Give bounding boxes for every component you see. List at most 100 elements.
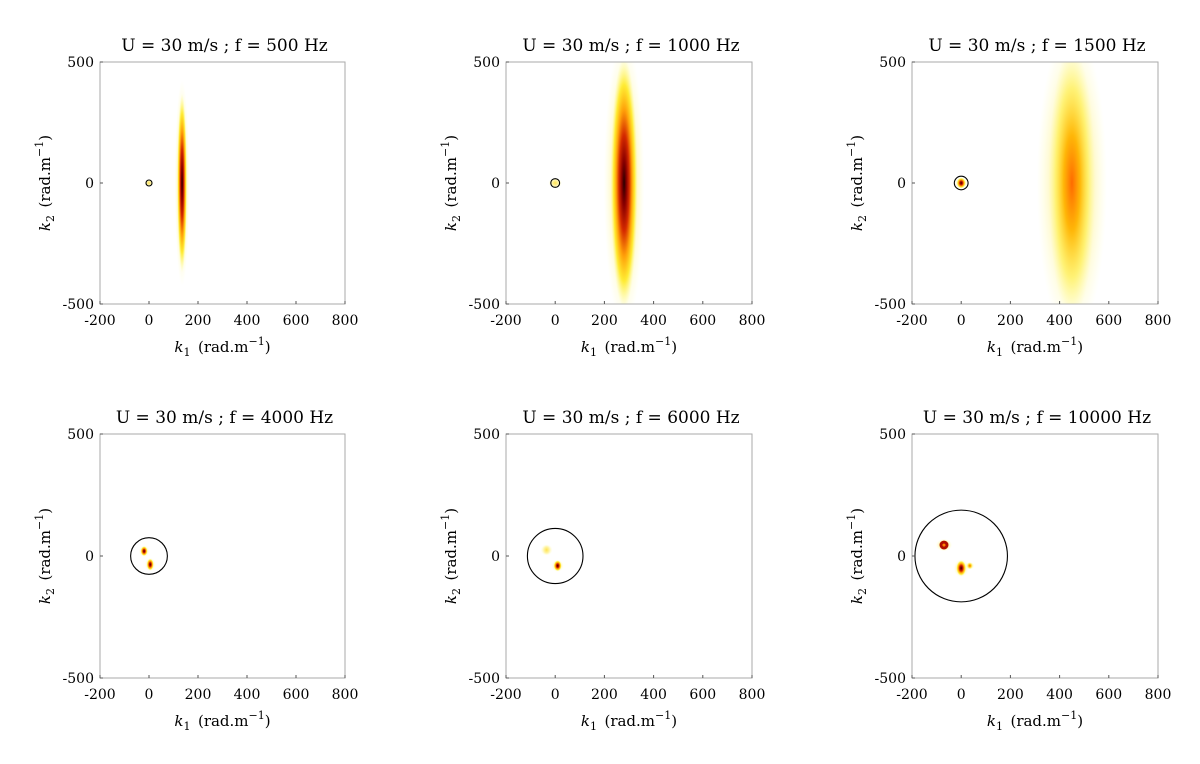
x-tick-label: 600	[283, 313, 310, 329]
x-tick-label: 600	[1095, 313, 1122, 329]
heatmap-layer	[954, 62, 1107, 304]
x-tick-label: -200	[896, 313, 927, 329]
panel-6: -200 0 200 400 600 800 -500 0 500 U = 30 m/s ; f …	[845, 408, 1171, 733]
y-axis-label: k2 (rad.m−1)	[33, 135, 57, 231]
heat-blob	[542, 545, 551, 555]
x-tick-label: 800	[332, 687, 359, 703]
y-tick-label: 500	[473, 427, 500, 443]
panel-2: -200 0 200 400 600 800 -500 0 500 U = 30 m/s ; f …	[439, 36, 765, 359]
x-tick-label: 200	[997, 687, 1024, 703]
panel-5: -200 0 200 400 600 800 -500 0 500 U = 30 m/s ; f …	[439, 408, 765, 733]
x-tick-label: -200	[84, 687, 115, 703]
x-tick-label: 400	[640, 687, 667, 703]
heat-blob	[550, 178, 560, 188]
y-tick-label: 0	[85, 549, 94, 565]
x-tick-label: 0	[957, 313, 966, 329]
acoustic-circle	[953, 175, 969, 191]
y-axis-label: k2 (rad.m−1)	[33, 508, 57, 604]
y-axis-label: k2 (rad.m−1)	[439, 508, 463, 604]
x-tick-label: 600	[1095, 687, 1122, 703]
acoustic-circle	[130, 537, 168, 575]
heat-blob	[1048, 62, 1096, 304]
panel-4: -200 0 200 400 600 800 -500 0 500 U = 30 m/s ; f …	[33, 408, 358, 733]
x-tick-label: 400	[234, 313, 261, 329]
acoustic-circle	[145, 179, 153, 187]
y-tick-label: -500	[469, 671, 500, 687]
x-tick-label: -200	[896, 687, 927, 703]
x-tick-label: 0	[145, 687, 154, 703]
panel-title: U = 30 m/s ; f = 1500 Hz	[928, 36, 1145, 56]
x-tick-label: 800	[332, 313, 359, 329]
x-tick-label: -200	[84, 313, 115, 329]
x-tick-label: 0	[957, 687, 966, 703]
y-tick-label: 500	[67, 55, 94, 71]
axes-box	[505, 433, 753, 679]
x-tick-label: -200	[490, 313, 521, 329]
heat-blob	[553, 560, 562, 572]
heat-blob	[146, 558, 154, 571]
y-tick-label: 500	[879, 55, 906, 71]
x-axis-label: k1 (rad.m−1)	[174, 335, 270, 359]
panel-title: U = 30 m/s ; f = 1000 Hz	[522, 36, 739, 56]
y-tick-label: 0	[897, 549, 906, 565]
y-tick-label: 0	[491, 176, 500, 192]
y-tick-label: 0	[897, 176, 906, 192]
panel-3: -200 0 200 400 600 800 -500 0 500 U = 30 m/s ; f …	[845, 36, 1172, 359]
x-tick-label: 600	[283, 687, 310, 703]
heatmap-layer	[548, 62, 645, 304]
y-tick-label: 500	[473, 55, 500, 71]
heat-blob	[177, 93, 187, 273]
x-tick-label: 400	[640, 313, 667, 329]
x-tick-label: 400	[234, 687, 261, 703]
x-tick-label: 0	[551, 313, 560, 329]
y-tick-label: 500	[879, 427, 906, 443]
x-tick-label: 0	[551, 687, 560, 703]
y-tick-label: -500	[469, 297, 500, 313]
heat-blob	[140, 546, 148, 556]
x-tick-label: 200	[997, 313, 1024, 329]
heatmap-layer	[138, 545, 156, 572]
panel-title: U = 30 m/s ; f = 10000 Hz	[923, 408, 1151, 428]
panel-1: -200 0 200 400 600 800 -500 0 500 U = 30 m/s ; f …	[33, 36, 358, 359]
axes-box	[99, 61, 346, 305]
y-tick-label: 0	[491, 549, 500, 565]
x-tick-label: 200	[185, 313, 212, 329]
heat-blob	[956, 177, 966, 189]
y-axis-label: k2 (rad.m−1)	[845, 508, 869, 604]
acoustic-circle	[526, 527, 584, 585]
axes-box	[911, 61, 1159, 305]
heat-blob	[956, 560, 967, 577]
acoustic-circle	[914, 509, 1008, 603]
axes-box	[911, 433, 1159, 679]
x-tick-label: -200	[490, 687, 521, 703]
panel-title: U = 30 m/s ; f = 4000 Hz	[116, 408, 333, 428]
x-tick-label: 0	[145, 313, 154, 329]
x-tick-label: 200	[185, 687, 212, 703]
heat-ring	[939, 540, 949, 550]
x-tick-label: 800	[739, 687, 766, 703]
y-tick-label: 0	[85, 176, 94, 192]
x-axis-label: k1 (rad.m−1)	[581, 335, 677, 359]
acoustic-circle	[550, 178, 561, 188]
heatmap-layer	[935, 538, 975, 578]
x-tick-label: 400	[1046, 687, 1073, 703]
y-tick-label: -500	[875, 297, 906, 313]
x-tick-label: 800	[1145, 313, 1172, 329]
y-axis-label: k2 (rad.m−1)	[439, 135, 463, 231]
x-tick-label: 200	[591, 687, 618, 703]
y-axis-label: k2 (rad.m−1)	[845, 135, 869, 231]
heat-blob	[146, 180, 152, 186]
x-tick-label: 600	[689, 313, 716, 329]
x-tick-label: 600	[689, 687, 716, 703]
x-axis-label: k1 (rad.m−1)	[174, 709, 270, 733]
x-tick-label: 400	[1046, 313, 1073, 329]
y-tick-label: -500	[63, 297, 94, 313]
heatmap-layer	[540, 544, 564, 572]
y-tick-label: -500	[875, 671, 906, 687]
x-tick-label: 800	[1145, 687, 1172, 703]
axes-box	[99, 433, 346, 679]
heat-blob	[966, 562, 973, 570]
x-tick-label: 800	[739, 313, 766, 329]
panel-title: U = 30 m/s ; f = 500 Hz	[121, 36, 328, 56]
